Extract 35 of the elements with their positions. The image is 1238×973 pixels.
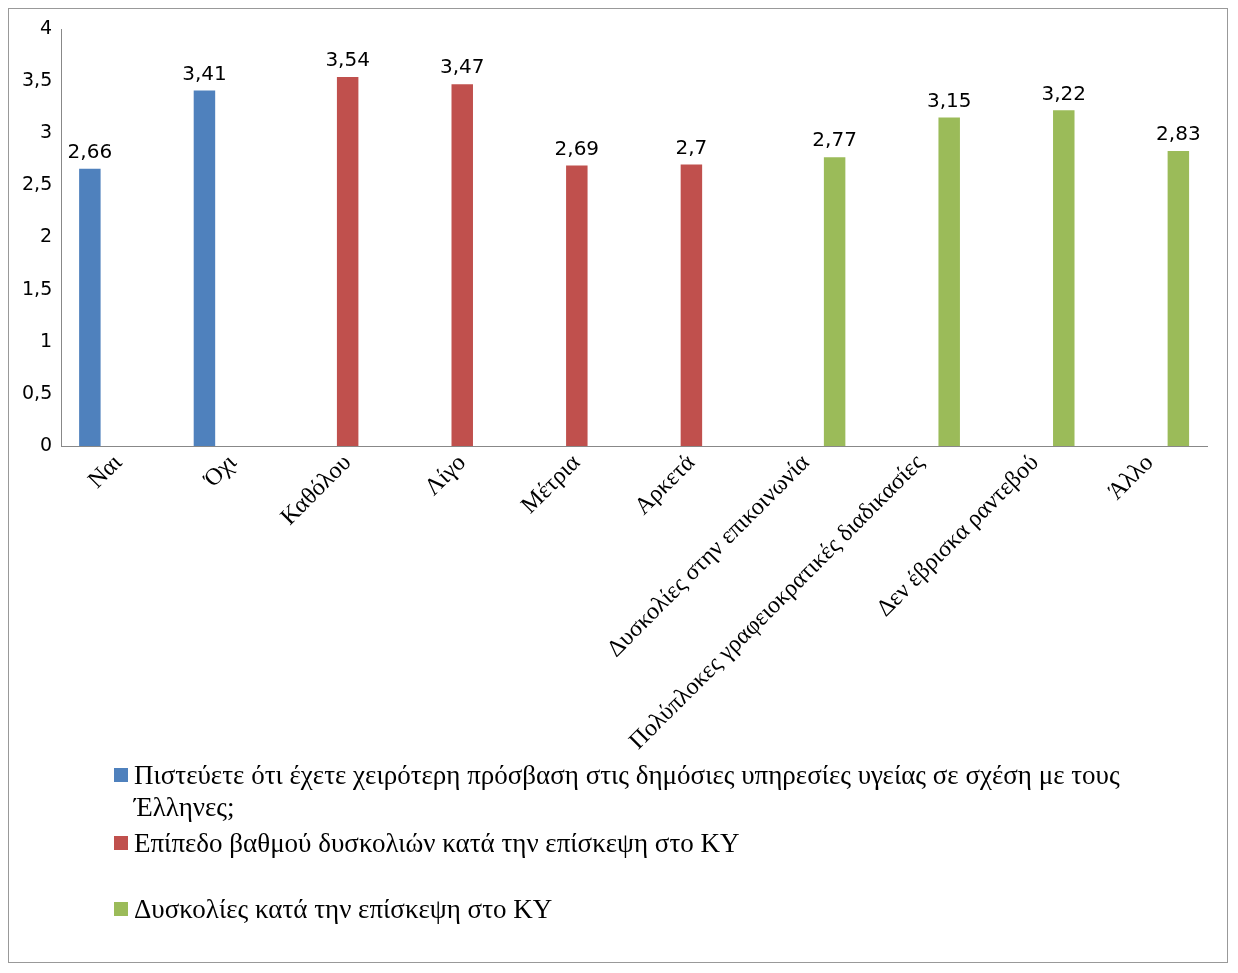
bar (336, 76, 359, 447)
bar (451, 84, 473, 447)
x-tick-label: Λίγο (418, 448, 471, 501)
bar (1167, 150, 1190, 447)
data-label: 2,69 (554, 135, 600, 160)
legend-label: Πιστεύετε ότι έχετε χειρότερη πρόσβαση στις δημόσιες υπηρεσίες υγείας σε σχέση με τους Έλληνες; (134, 759, 1121, 823)
data-label: 3,22 (1041, 80, 1087, 105)
bar (680, 164, 703, 447)
x-tick-label: Όχι (197, 448, 242, 493)
bar (1053, 110, 1075, 447)
legend-label: Δυσκολίες κατά την επίσκεψη στο ΚΥ (134, 893, 553, 925)
y-tick-label: 3 (40, 120, 53, 143)
bar (79, 168, 101, 447)
bar (193, 90, 216, 447)
y-tick-label: 3,5 (22, 68, 53, 91)
bar (938, 117, 960, 447)
y-tick-label: 0 (40, 432, 53, 455)
y-tick-label: 2 (40, 224, 53, 247)
bar (566, 165, 588, 447)
x-tick-label: Ναι (82, 448, 127, 493)
legend-label: Επίπεδο βαθμού δυσκολιών κατά την επίσκεψη στο ΚΥ (134, 827, 740, 859)
data-label: 2,77 (812, 127, 857, 152)
data-label: 2,66 (67, 138, 113, 163)
y-tick-label: 2,5 (22, 172, 53, 195)
data-label: 3,47 (439, 54, 485, 79)
data-label: 2,83 (1156, 121, 1201, 146)
y-tick-label: 1 (40, 328, 53, 351)
y-tick-label: 1,5 (22, 276, 53, 299)
data-label: 2,7 (675, 134, 708, 159)
y-tick-label: 4 (40, 15, 53, 38)
data-label: 3,41 (182, 60, 227, 85)
bar (823, 157, 846, 447)
y-tick-label: 0,5 (22, 380, 53, 403)
data-label: 3,54 (325, 47, 370, 72)
data-label: 3,15 (926, 87, 972, 112)
